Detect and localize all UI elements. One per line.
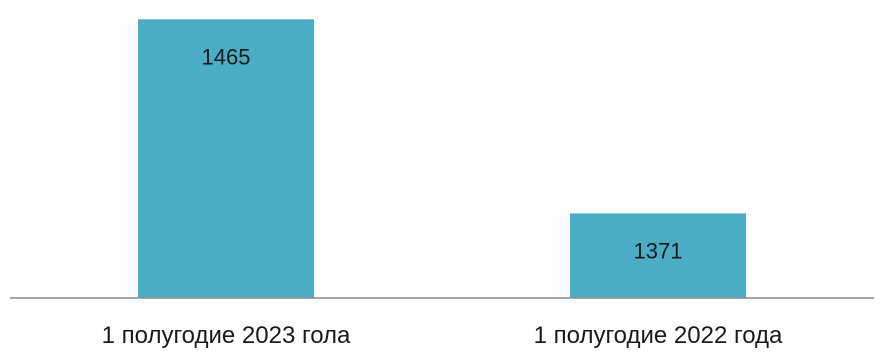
category-labels-group: 1 полугодие 2023 гола 1 полугодие 2022 го… (102, 322, 783, 349)
bar-2 (570, 213, 746, 298)
bar-1 (138, 19, 314, 299)
data-label-2: 1371 (634, 238, 683, 263)
data-label-1: 1465 (202, 44, 251, 69)
category-label-2: 1 полугодие 2022 года (534, 322, 783, 349)
bars-group (138, 19, 746, 299)
category-label-1: 1 полугодие 2023 гола (102, 322, 351, 349)
data-labels-group: 1465 1371 (202, 44, 683, 263)
